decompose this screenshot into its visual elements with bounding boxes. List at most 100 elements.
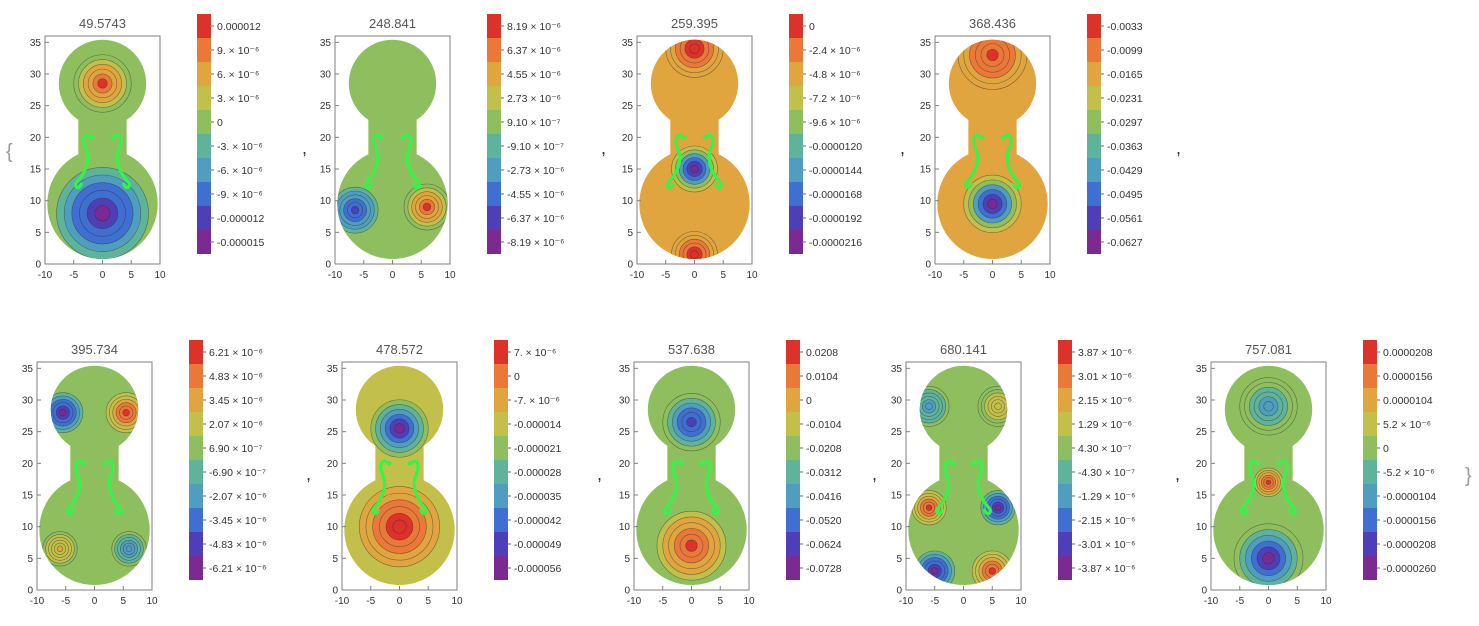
contour-band <box>422 202 432 212</box>
contour-band <box>1263 401 1274 412</box>
y-tick-label: 35 <box>30 38 42 49</box>
legend-label: -4.30 × 10⁻⁷ <box>1078 467 1135 479</box>
legend-swatch <box>197 134 211 158</box>
x-tick-label: -5 <box>366 596 375 607</box>
legend-label: 0.0000104 <box>1383 395 1433 407</box>
legend-label: 2.07 × 10⁻⁶ <box>209 419 263 431</box>
legend-swatch <box>1058 364 1072 388</box>
legend-label: 2.73 × 10⁻⁶ <box>507 93 561 105</box>
f-hole-dot <box>678 460 684 466</box>
legend-swatch <box>1058 436 1072 460</box>
contour-band <box>97 78 108 89</box>
f-hole-dot <box>81 460 87 466</box>
legend-label: -2.4 × 10⁻⁶ <box>809 45 861 57</box>
legend-label: -0.000012 <box>217 213 264 225</box>
x-tick-label: 10 <box>1320 596 1332 607</box>
legend-swatch <box>189 388 203 412</box>
legend-swatch <box>1087 110 1101 134</box>
panel-title: 368.436 <box>969 16 1016 31</box>
y-tick-label: 30 <box>327 396 339 407</box>
mode-panel: 368.436-10 -5 0 5 1005101520253035-0.0033-0.… <box>920 14 1143 281</box>
panel-title: 248.841 <box>369 16 416 31</box>
legend: 8.19 × 10⁻⁶ 6.37 × 10⁻⁶ 4.55 × 10⁻⁶ 2.73 × … <box>487 14 564 254</box>
x-tick-label: -5 <box>930 596 939 607</box>
legend-swatch <box>786 412 800 436</box>
x-tick-label: 5 <box>989 596 995 607</box>
contour-band <box>994 402 1002 410</box>
legend: 0.0208 0.0104 0 -0.0104 -0.0208 -0.0312 -0.041… <box>786 340 842 580</box>
legend-swatch <box>189 460 203 484</box>
x-tick-label: 0 <box>961 596 967 607</box>
legend-label: 0 <box>806 395 812 407</box>
contour-band <box>56 545 64 553</box>
legend-swatch <box>189 484 203 508</box>
y-tick-label: 15 <box>622 165 634 176</box>
x-tick-label: -10 <box>38 270 53 281</box>
contour-band <box>690 250 699 259</box>
mode-panel: 537.638 -10 -5 0 5 10 0 5 10 15 20 25 30 35 0.0208 0.01… <box>619 340 842 607</box>
legend-swatch <box>1087 230 1101 254</box>
y-tick-label: 20 <box>22 459 34 470</box>
y-tick-label: 15 <box>22 491 34 502</box>
x-tick-label: -10 <box>928 270 943 281</box>
legend-swatch <box>786 364 800 388</box>
y-tick-label: 20 <box>30 133 42 144</box>
x-tick-label: 10 <box>444 270 456 281</box>
legend-swatch <box>1058 532 1072 556</box>
f-hole-dot <box>110 134 116 140</box>
legend-label: 3.45 × 10⁻⁶ <box>209 395 263 407</box>
f-hole-dot <box>1276 460 1282 466</box>
x-tick-label: -5 <box>658 596 667 607</box>
f-hole-icon <box>964 133 983 190</box>
contour-band <box>685 539 698 552</box>
panel-title: 680.141 <box>940 342 987 357</box>
f-hole-dot <box>979 134 985 140</box>
y-tick-label: 15 <box>920 165 932 176</box>
legend-swatch <box>494 484 508 508</box>
legend-label: 3.01 × 10⁻⁶ <box>1078 371 1132 383</box>
legend-label: -0.0312 <box>806 467 842 479</box>
legend-label: -0.0231 <box>1107 93 1143 105</box>
legend-label: -1.29 × 10⁻⁶ <box>1078 491 1135 503</box>
legend-label: 0 <box>514 371 520 383</box>
y-tick-label: 10 <box>891 522 903 533</box>
x-tick-label: 5 <box>425 596 431 607</box>
x-tick-label: 10 <box>1015 596 1027 607</box>
legend-swatch <box>786 532 800 556</box>
legend-label: -8.19 × 10⁻⁶ <box>507 237 564 249</box>
f-hole-dot <box>1000 134 1006 140</box>
x-tick-label: -10 <box>328 270 343 281</box>
f-hole-icon <box>973 459 992 516</box>
legend-label: -9.10 × 10⁻⁷ <box>507 141 564 153</box>
contour-band <box>125 545 133 553</box>
legend-swatch <box>1087 182 1101 206</box>
x-tick-label: -10 <box>899 596 914 607</box>
legend-swatch <box>789 206 803 230</box>
x-tick-label: 10 <box>746 270 758 281</box>
legend-swatch <box>189 556 203 580</box>
legend-label: -0.000021 <box>514 443 561 455</box>
contour-field <box>636 365 747 586</box>
x-tick-label: -5 <box>661 270 670 281</box>
contour-band <box>986 48 999 62</box>
legend-swatch <box>786 508 800 532</box>
legend-label: -0.0363 <box>1107 141 1143 153</box>
y-tick-label: 5 <box>35 228 41 239</box>
x-tick-label: -5 <box>69 270 78 281</box>
legend-label: -0.0208 <box>806 443 842 455</box>
legend-swatch <box>1363 556 1377 580</box>
contour-field <box>39 365 150 586</box>
panel-title: 757.081 <box>1245 342 1292 357</box>
legend-label: 0.0208 <box>806 347 838 359</box>
y-tick-label: 25 <box>1196 427 1208 438</box>
contour-band <box>994 504 1002 511</box>
mode-panel: 259.395 -10 -5 0 5 10 0 5 10 15 20 25 30 35 0 -2.4 × 10… <box>622 14 862 281</box>
contour-band <box>59 409 67 417</box>
y-tick-label: 15 <box>1196 491 1208 502</box>
contour-band <box>686 417 697 428</box>
legend-label: 0.000012 <box>217 21 261 33</box>
f-hole-dot <box>681 134 687 140</box>
mode-panel: 395.734 -10 -5 0 5 10 0 5 10 15 20 25 30 35 6.21 × 10⁻… <box>22 340 266 607</box>
legend: 7. × 10⁻⁶ 0 -7. × 10⁻⁶ -0.000014 -0.000021 -0… <box>494 340 561 580</box>
